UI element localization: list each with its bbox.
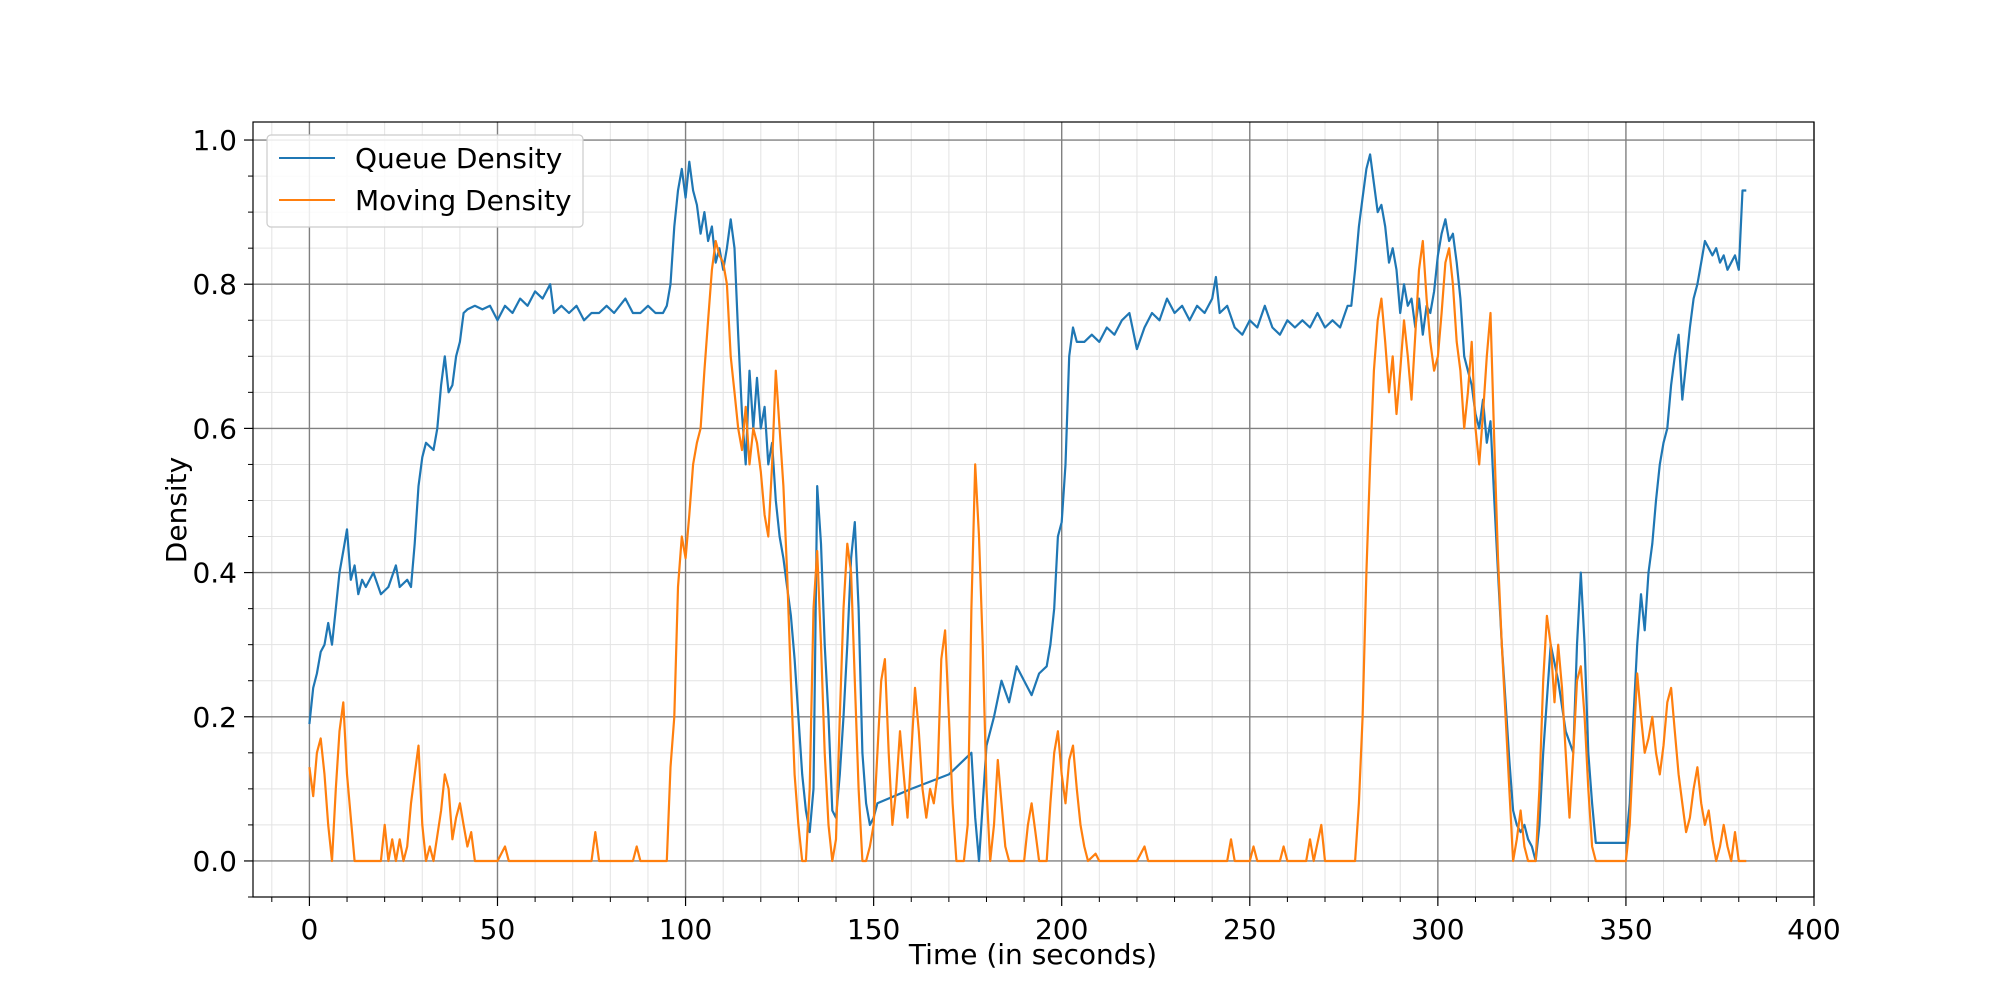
- x-tick-label: 0: [301, 913, 319, 946]
- legend: Queue Density Moving Density: [266, 134, 584, 228]
- y-axis-ticks: 0.0 0.2 0.4 0.6 0.8 1.0: [192, 124, 253, 898]
- x-tick-label: 150: [847, 913, 900, 946]
- x-tick-label: 400: [1787, 913, 1840, 946]
- y-tick-label: 0.8: [192, 268, 237, 301]
- x-tick-label: 50: [480, 913, 516, 946]
- legend-box: [266, 134, 584, 228]
- legend-label-moving-density: Moving Density: [355, 184, 572, 217]
- y-tick-label: 0.0: [192, 845, 237, 878]
- x-tick-label: 200: [1035, 913, 1088, 946]
- plot-frame: [252, 121, 1815, 898]
- legend-label-queue-density: Queue Density: [355, 142, 562, 175]
- y-tick-label: 0.6: [192, 412, 237, 445]
- y-tick-label: 1.0: [192, 124, 237, 157]
- x-tick-label: 300: [1411, 913, 1464, 946]
- series-layer: [308, 153, 1747, 863]
- x-tick-label: 100: [659, 913, 712, 946]
- y-tick-label: 0.2: [192, 701, 237, 734]
- major-grid: [253, 122, 1815, 897]
- x-axis-label: Time (in seconds): [908, 938, 1157, 971]
- series-line-queue-density: [308, 153, 1747, 863]
- x-tick-label: 350: [1599, 913, 1652, 946]
- x-axis-ticks: 0 50 100 150 200 250 300 350 400: [271, 897, 1841, 946]
- series-line-moving-density: [308, 239, 1747, 863]
- y-tick-label: 0.4: [192, 557, 237, 590]
- minor-grid: [253, 122, 1814, 898]
- x-tick-label: 250: [1223, 913, 1276, 946]
- y-axis-label: Density: [160, 457, 193, 563]
